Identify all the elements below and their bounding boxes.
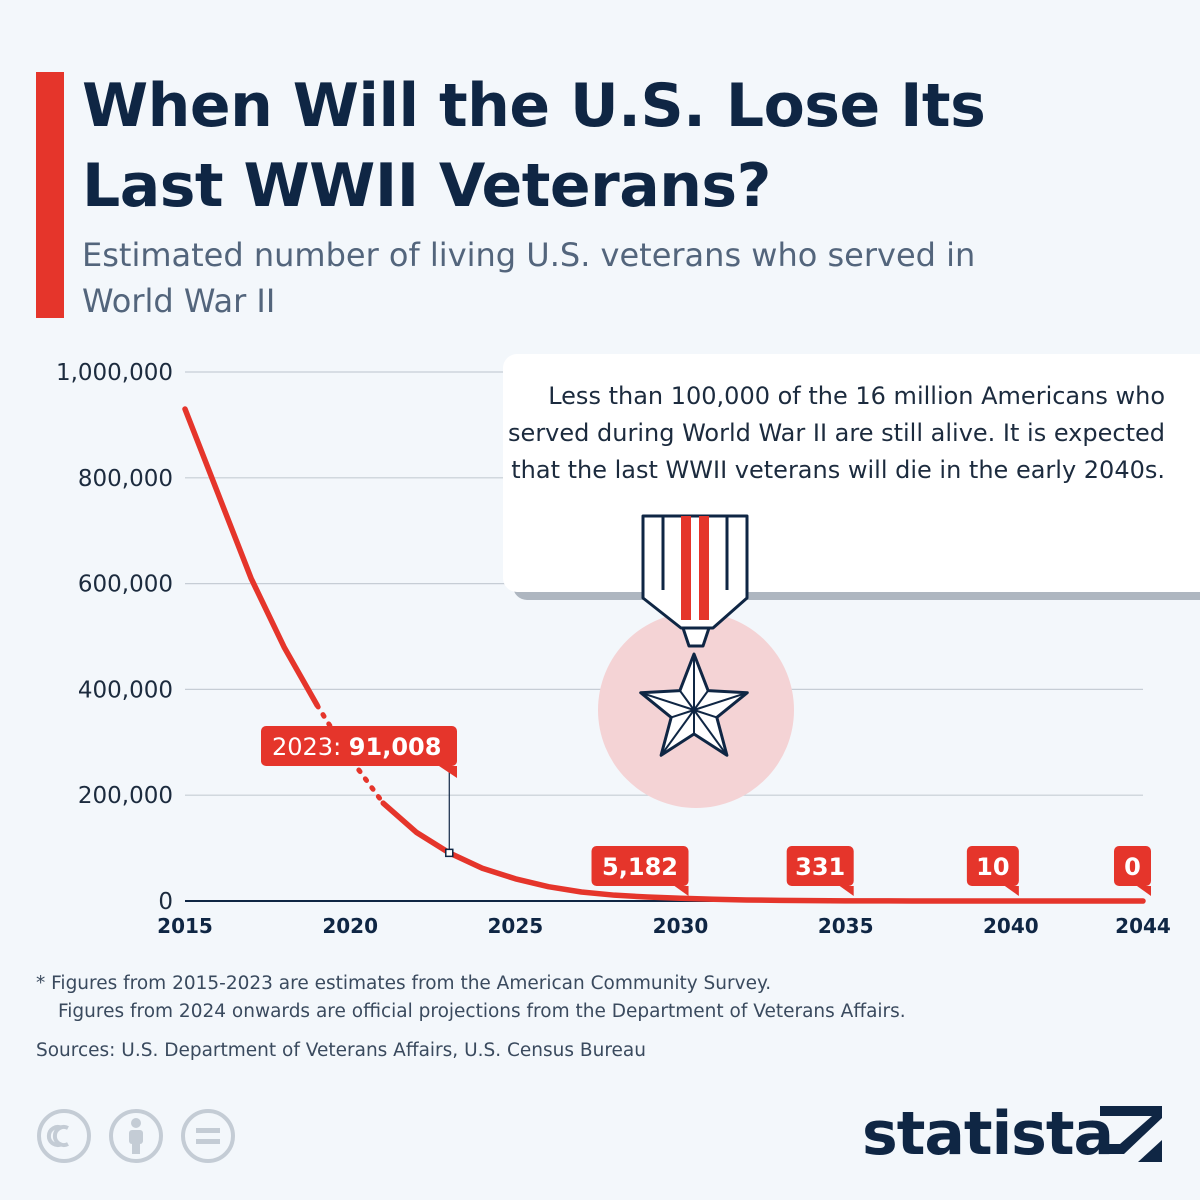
y-tick-label: 1,000,000 (56, 360, 173, 386)
series-line-solid-late (380, 800, 1146, 904)
series-line-layer (182, 406, 1146, 904)
data-label-pointer (674, 886, 689, 896)
annotation-text: Less than 100,000 of the 16 million Amer… (508, 382, 1165, 484)
sources-text: Sources: U.S. Department of Veterans Aff… (36, 1040, 646, 1061)
data-label-box (261, 726, 457, 766)
data-label: 10 (966, 846, 1019, 896)
y-tick-label: 0 (158, 889, 173, 915)
footnote: * Figures from 2015-2023 are estimates f… (36, 970, 1176, 1026)
annotation-box: Less than 100,000 of the 16 million Amer… (503, 354, 1200, 592)
data-label: 0 (1114, 846, 1151, 896)
footnote-line-1: * Figures from 2015-2023 are estimates f… (36, 973, 772, 994)
x-tick-label: 2025 (488, 914, 544, 938)
x-tick-label: 2035 (818, 914, 874, 938)
x-tick-label: 2030 (653, 914, 709, 938)
series-line-solid-early (182, 406, 320, 709)
x-tick-label: 2044 (1115, 914, 1171, 938)
x-tick-label: 2015 (157, 914, 213, 938)
series-line-dotted (314, 702, 386, 806)
data-label-box (966, 846, 1019, 886)
data-label-text: 2023: 91,008 (272, 733, 441, 761)
data-label-pointer (1137, 886, 1151, 896)
data-label-value: 331 (795, 853, 845, 881)
brand-logo-icon (1100, 1106, 1162, 1162)
data-label-value: 5,182 (602, 853, 678, 881)
data-label-value: 0 (1124, 853, 1141, 881)
attribution-icon[interactable] (109, 1109, 163, 1163)
y-tick-label: 200,000 (78, 783, 173, 809)
y-tick-label: 800,000 (78, 466, 173, 492)
page-title: When Will the U.S. Lose Its Last WWII Ve… (82, 71, 986, 221)
y-tick-label: 600,000 (78, 572, 173, 598)
brand-wordmark[interactable]: statista (862, 1099, 1114, 1169)
data-label-value: 10 (976, 853, 1009, 881)
data-label-pointer (839, 886, 854, 896)
data-label-box (786, 846, 854, 886)
axis-labels: 1,000,000800,000600,000400,000200,000020… (56, 360, 1171, 938)
data-label-box (1114, 846, 1151, 886)
data-label-box (591, 846, 689, 886)
data-label: 331 (786, 846, 854, 896)
data-label-pointer (439, 766, 457, 778)
data-label-layer: 2023: 91,008 5,182 331 10 0 (261, 726, 1151, 896)
footnote-line-2: Figures from 2024 onwards are official p… (58, 1001, 906, 1022)
data-label-prefix: 2023: (272, 733, 349, 761)
data-point-marker (445, 848, 454, 858)
data-label-pointer (1004, 886, 1019, 896)
license-icons (37, 1109, 235, 1163)
title-accent-bar (36, 72, 64, 318)
data-label: 2023: 91,008 (261, 726, 457, 858)
page-subtitle: Estimated number of living U.S. veterans… (82, 236, 976, 320)
data-label-value: 91,008 (349, 733, 442, 761)
no-derivatives-icon[interactable] (181, 1109, 235, 1163)
x-tick-label: 2020 (322, 914, 378, 938)
data-label: 5,182 (591, 846, 689, 896)
y-tick-label: 400,000 (78, 677, 173, 703)
cc-icon[interactable] (37, 1109, 91, 1163)
x-tick-label: 2040 (983, 914, 1039, 938)
